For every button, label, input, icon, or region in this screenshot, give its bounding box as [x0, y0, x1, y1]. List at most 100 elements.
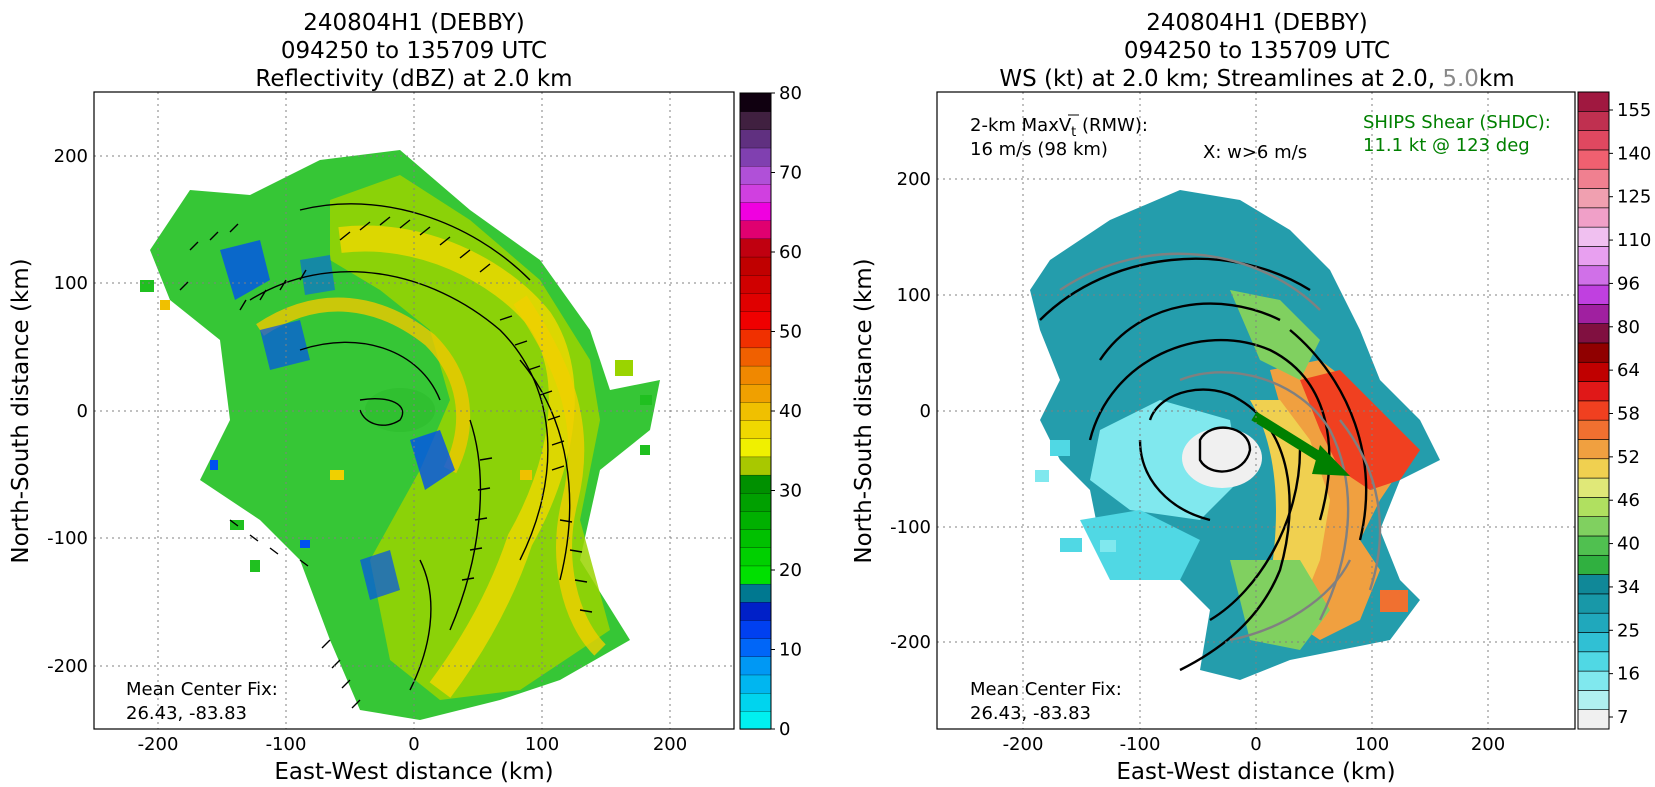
colorbar-swatch — [1577, 574, 1610, 595]
left-y-tick-label: 100 — [54, 273, 88, 294]
colorbar-swatch — [1577, 246, 1610, 267]
left-panel: 240804H1 (DEBBY) 094250 to 135709 UTC Re… — [8, 10, 802, 785]
colorbar-swatch — [1577, 400, 1610, 421]
right-title-line-2: 094250 to 135709 UTC — [1124, 38, 1390, 64]
left-x-tick-label: -100 — [266, 734, 307, 755]
right-y-tick-label: 100 — [897, 285, 931, 306]
right-updraft-note: X: w>6 m/s — [1203, 142, 1307, 163]
colorbar-tick-label: 7 — [1617, 707, 1628, 728]
left-x-axis-label: East-West distance (km) — [274, 759, 553, 785]
left-wind-barbs — [179, 203, 593, 709]
colorbar-swatch — [739, 692, 772, 712]
colorbar-swatch — [739, 510, 772, 530]
colorbar-swatch — [739, 601, 772, 621]
colorbar-swatch — [739, 583, 772, 603]
colorbar-tick-label: 80 — [779, 83, 802, 104]
colorbar-tick-label: 70 — [779, 163, 802, 184]
colorbar-swatch — [739, 165, 772, 185]
colorbar-swatch — [1577, 690, 1610, 710]
colorbar-swatch — [1577, 111, 1610, 131]
colorbar-swatch — [739, 274, 772, 294]
right-x-tick-label: 200 — [1471, 734, 1505, 755]
colorbar-swatch — [739, 129, 772, 149]
left-title-line-1: 240804H1 (DEBBY) — [303, 10, 525, 36]
left-y-tick-label: -200 — [47, 656, 88, 677]
colorbar-tick-label: 80 — [1617, 317, 1640, 338]
colorbar-swatch — [739, 365, 772, 385]
left-x-tick-label: -200 — [138, 734, 179, 755]
right-colorbar-swatches — [1577, 91, 1610, 730]
left-grid — [94, 92, 734, 729]
right-y-tick-label: 200 — [897, 169, 931, 190]
colorbar-swatch — [739, 201, 772, 221]
colorbar-swatch — [739, 474, 772, 494]
colorbar-tick-label: 50 — [779, 322, 802, 343]
right-streamlines — [1039, 252, 1382, 672]
right-colorbar: 7 16 25 34 40 46 52 58 64 80 96 110 125 140 155 — [1577, 91, 1651, 730]
colorbar-swatch — [1577, 188, 1610, 209]
colorbar-tick-label: 0 — [779, 719, 790, 740]
colorbar-swatch — [1577, 651, 1610, 672]
colorbar-tick-label: 58 — [1617, 404, 1640, 425]
left-title-line-2: 094250 to 135709 UTC — [281, 38, 547, 64]
left-colorbar: 0 10 20 30 40 50 60 70 80 — [739, 83, 802, 740]
right-y-axis-label: North-South distance (km) — [851, 258, 877, 563]
colorbar-swatch — [739, 656, 772, 676]
colorbar-tick-label: 64 — [1617, 360, 1640, 381]
colorbar-swatch — [1577, 304, 1610, 324]
right-maxvt-suffix: (RMW): — [1076, 115, 1148, 136]
colorbar-swatch — [1577, 91, 1610, 112]
right-title-line-3-suffix: km — [1479, 66, 1515, 92]
colorbar-swatch — [739, 456, 772, 476]
right-plot-frame — [936, 91, 1576, 730]
colorbar-swatch — [1577, 535, 1610, 556]
colorbar-swatch — [739, 347, 772, 367]
colorbar-swatch — [739, 565, 772, 585]
colorbar-swatch — [739, 310, 772, 330]
colorbar-swatch — [739, 528, 772, 548]
colorbar-swatch — [739, 492, 772, 512]
colorbar-swatch — [1577, 477, 1610, 498]
left-x-tick-label: 100 — [525, 734, 559, 755]
colorbar-swatch — [739, 710, 772, 730]
colorbar-swatch — [1577, 516, 1610, 537]
colorbar-swatch — [1577, 149, 1610, 170]
right-y-ticks: 200 100 0 -100 -200 — [890, 169, 931, 653]
right-title-line-3-highlight: 5.0 — [1442, 66, 1479, 92]
colorbar-swatch — [739, 674, 772, 694]
colorbar-tick-label: 40 — [1617, 534, 1640, 555]
left-colorbar-ticks: 0 10 20 30 40 50 60 70 80 — [771, 83, 802, 740]
colorbar-swatch — [739, 547, 772, 567]
colorbar-swatch — [739, 383, 772, 403]
right-y-tick-label: -200 — [890, 632, 931, 653]
colorbar-tick-label: 30 — [779, 481, 802, 502]
right-grid — [937, 92, 1575, 729]
colorbar-swatch — [1577, 593, 1610, 614]
left-x-ticks: -200 -100 0 100 200 — [138, 734, 688, 755]
colorbar-tick-label: 40 — [779, 401, 802, 422]
colorbar-swatch — [739, 183, 772, 203]
colorbar-swatch — [1577, 709, 1610, 730]
colorbar-swatch — [739, 238, 772, 258]
colorbar-swatch — [1577, 168, 1610, 189]
colorbar-tick-label: 140 — [1617, 143, 1651, 164]
left-center-fix-label: Mean Center Fix: — [126, 679, 278, 700]
colorbar-tick-label: 96 — [1617, 273, 1640, 294]
colorbar-swatch — [1577, 554, 1610, 575]
colorbar-swatch — [739, 329, 772, 349]
left-title-line-3: Reflectivity (dBZ) at 2.0 km — [255, 66, 572, 92]
colorbar-swatch — [1577, 265, 1610, 286]
colorbar-tick-label: 20 — [779, 560, 802, 581]
colorbar-swatch — [739, 256, 772, 276]
right-maxvt-text: 2-km MaxV — [970, 115, 1072, 136]
colorbar-swatch — [1577, 612, 1610, 633]
colorbar-tick-label: 46 — [1617, 490, 1640, 511]
left-colorbar-swatches — [739, 92, 772, 730]
right-x-tick-label: -200 — [1003, 734, 1044, 755]
right-maxvt-subscript: t — [1071, 125, 1076, 140]
colorbar-swatch — [1577, 342, 1610, 363]
colorbar-swatch — [1577, 458, 1610, 479]
right-shear-line-1: SHIPS Shear (SHDC): — [1363, 112, 1551, 133]
left-x-tick-label: 200 — [653, 734, 687, 755]
